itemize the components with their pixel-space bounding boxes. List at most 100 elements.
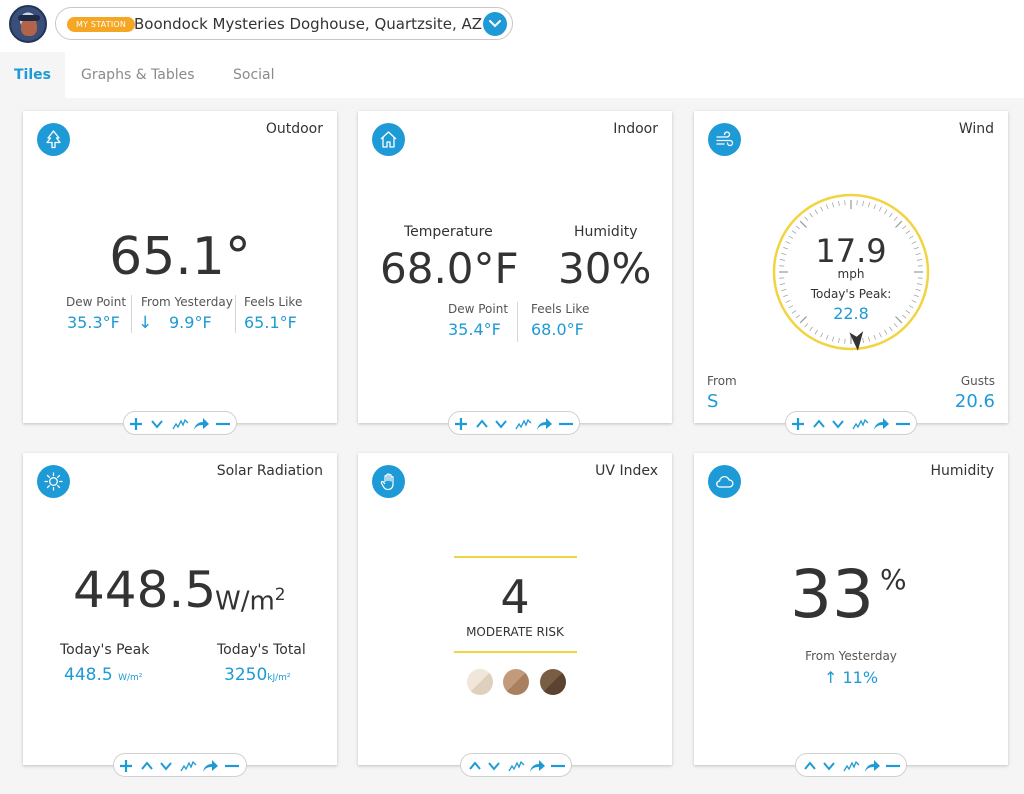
peak-number: 448.5 — [64, 665, 113, 685]
gauge-tick — [809, 212, 813, 218]
gauge-tick — [878, 206, 882, 212]
tab-graphs-tables[interactable]: Graphs & Tables — [81, 67, 195, 83]
chevron-down-icon[interactable] — [159, 759, 173, 773]
graph-icon[interactable] — [515, 417, 532, 431]
gauge-tick — [832, 336, 834, 342]
share-icon[interactable] — [864, 759, 881, 773]
chevron-up-icon[interactable] — [803, 759, 817, 773]
tile-title: Indoor — [613, 121, 658, 137]
chevron-up-icon[interactable] — [812, 417, 826, 431]
humidity-unit: % — [880, 563, 907, 596]
todays-peak-value: 448.5 W/m² — [64, 665, 142, 685]
gauge-tick — [862, 201, 864, 207]
share-icon[interactable] — [873, 417, 890, 431]
gauge-tick — [826, 204, 829, 210]
divider — [517, 302, 518, 342]
gauge-tick — [911, 241, 917, 245]
gauge-tick — [832, 202, 834, 208]
chevron-down-icon[interactable] — [494, 417, 508, 431]
tile-title: Outdoor — [265, 121, 323, 137]
station-dropdown-button[interactable] — [483, 12, 507, 36]
feels-like-label: Feels Like — [531, 302, 590, 316]
gauge-tick — [868, 336, 870, 342]
minus-icon[interactable] — [550, 759, 566, 773]
chevron-up-icon[interactable] — [475, 417, 489, 431]
gauge-tick — [780, 259, 786, 261]
chevron-down-icon[interactable] — [831, 417, 845, 431]
from-label: From — [707, 374, 737, 388]
plus-icon[interactable] — [119, 759, 133, 773]
graph-icon[interactable] — [180, 759, 197, 773]
uv-top-rule — [454, 556, 577, 558]
indoor-temperature: 68.0°F — [380, 244, 519, 293]
tab-social[interactable]: Social — [233, 67, 275, 83]
gauge-tick — [893, 323, 898, 328]
minus-icon[interactable] — [885, 759, 901, 773]
graph-icon[interactable] — [843, 759, 860, 773]
todays-total-label: Today's Total — [217, 642, 306, 658]
dog-logo-image — [21, 18, 37, 36]
gauge-tick — [908, 235, 914, 239]
minus-icon[interactable] — [895, 417, 911, 431]
gauge-ring — [772, 193, 930, 351]
dew-point-label: Dew Point — [66, 295, 127, 309]
gauge-tick — [913, 247, 919, 250]
uv-risk-level: MODERATE RISK — [466, 625, 564, 639]
gusts-value: 20.6 — [954, 391, 995, 412]
gauge-tick — [905, 310, 911, 314]
chevron-down-icon[interactable] — [150, 417, 164, 431]
gauge-tick — [902, 314, 907, 319]
gauge-tick — [783, 247, 789, 250]
share-icon[interactable] — [529, 759, 546, 773]
gauge-tick — [795, 314, 800, 319]
chevron-up-icon[interactable] — [140, 759, 154, 773]
gauge-tick — [820, 206, 824, 212]
gauge-tick — [795, 225, 800, 230]
tab-tiles[interactable]: Tiles — [0, 52, 65, 98]
chevron-up-icon[interactable] — [468, 759, 482, 773]
plus-icon[interactable] — [791, 417, 805, 431]
minus-icon[interactable] — [558, 417, 574, 431]
graph-icon[interactable] — [172, 417, 189, 431]
unit-exponent: 2 — [274, 585, 286, 605]
chevron-down-icon[interactable] — [822, 759, 836, 773]
graph-icon[interactable] — [508, 759, 525, 773]
gauge-tick — [873, 204, 876, 210]
my-station-badge: MY STATION — [67, 17, 136, 32]
solar-radiation-unit: W/m2 — [215, 585, 286, 617]
gauge-tick — [838, 337, 840, 343]
from-yesterday-value: 9.9°F — [169, 313, 212, 332]
cloud-icon — [708, 465, 741, 498]
minus-icon[interactable] — [215, 417, 231, 431]
down-arrow-icon: ↓ — [138, 313, 153, 333]
tile-controls — [123, 411, 237, 435]
plus-icon[interactable] — [454, 417, 468, 431]
todays-peak-value: 22.8 — [833, 304, 869, 323]
humidity-label: Humidity — [574, 224, 638, 240]
station-name: Boondock Mysteries Doghouse, Quartzsite,… — [134, 15, 483, 33]
minus-icon[interactable] — [224, 759, 240, 773]
skin-tone-light — [467, 669, 493, 695]
feels-like-value: 65.1°F — [244, 313, 297, 332]
share-icon[interactable] — [193, 417, 210, 431]
indoor-tile: Indoor Temperature 68.0°F Humidity 30% D… — [358, 111, 672, 435]
total-number: 3250 — [224, 665, 268, 685]
gauge-tick — [783, 294, 789, 297]
gauge-tick — [873, 334, 876, 340]
gauge-tick — [916, 283, 922, 285]
solar-radiation-tile: Solar Radiation 448.5 W/m2 Today's Peak … — [23, 453, 337, 777]
unit-text: W/m — [215, 586, 275, 617]
from-yesterday-label: From Yesterday — [805, 649, 897, 663]
dew-point-value: 35.4°F — [448, 320, 501, 339]
wind-speed: 17.9 — [815, 232, 887, 270]
gauge-tick — [814, 329, 818, 335]
graph-icon[interactable] — [852, 417, 869, 431]
plus-icon[interactable] — [129, 417, 143, 431]
gauge-tick — [788, 305, 794, 309]
chevron-down-icon[interactable] — [487, 759, 501, 773]
station-logo[interactable] — [9, 5, 47, 43]
share-icon[interactable] — [536, 417, 553, 431]
share-icon[interactable] — [202, 759, 219, 773]
chevron-down-icon — [489, 20, 501, 28]
station-selector[interactable]: MY STATION Boondock Mysteries Doghouse, … — [55, 7, 513, 40]
